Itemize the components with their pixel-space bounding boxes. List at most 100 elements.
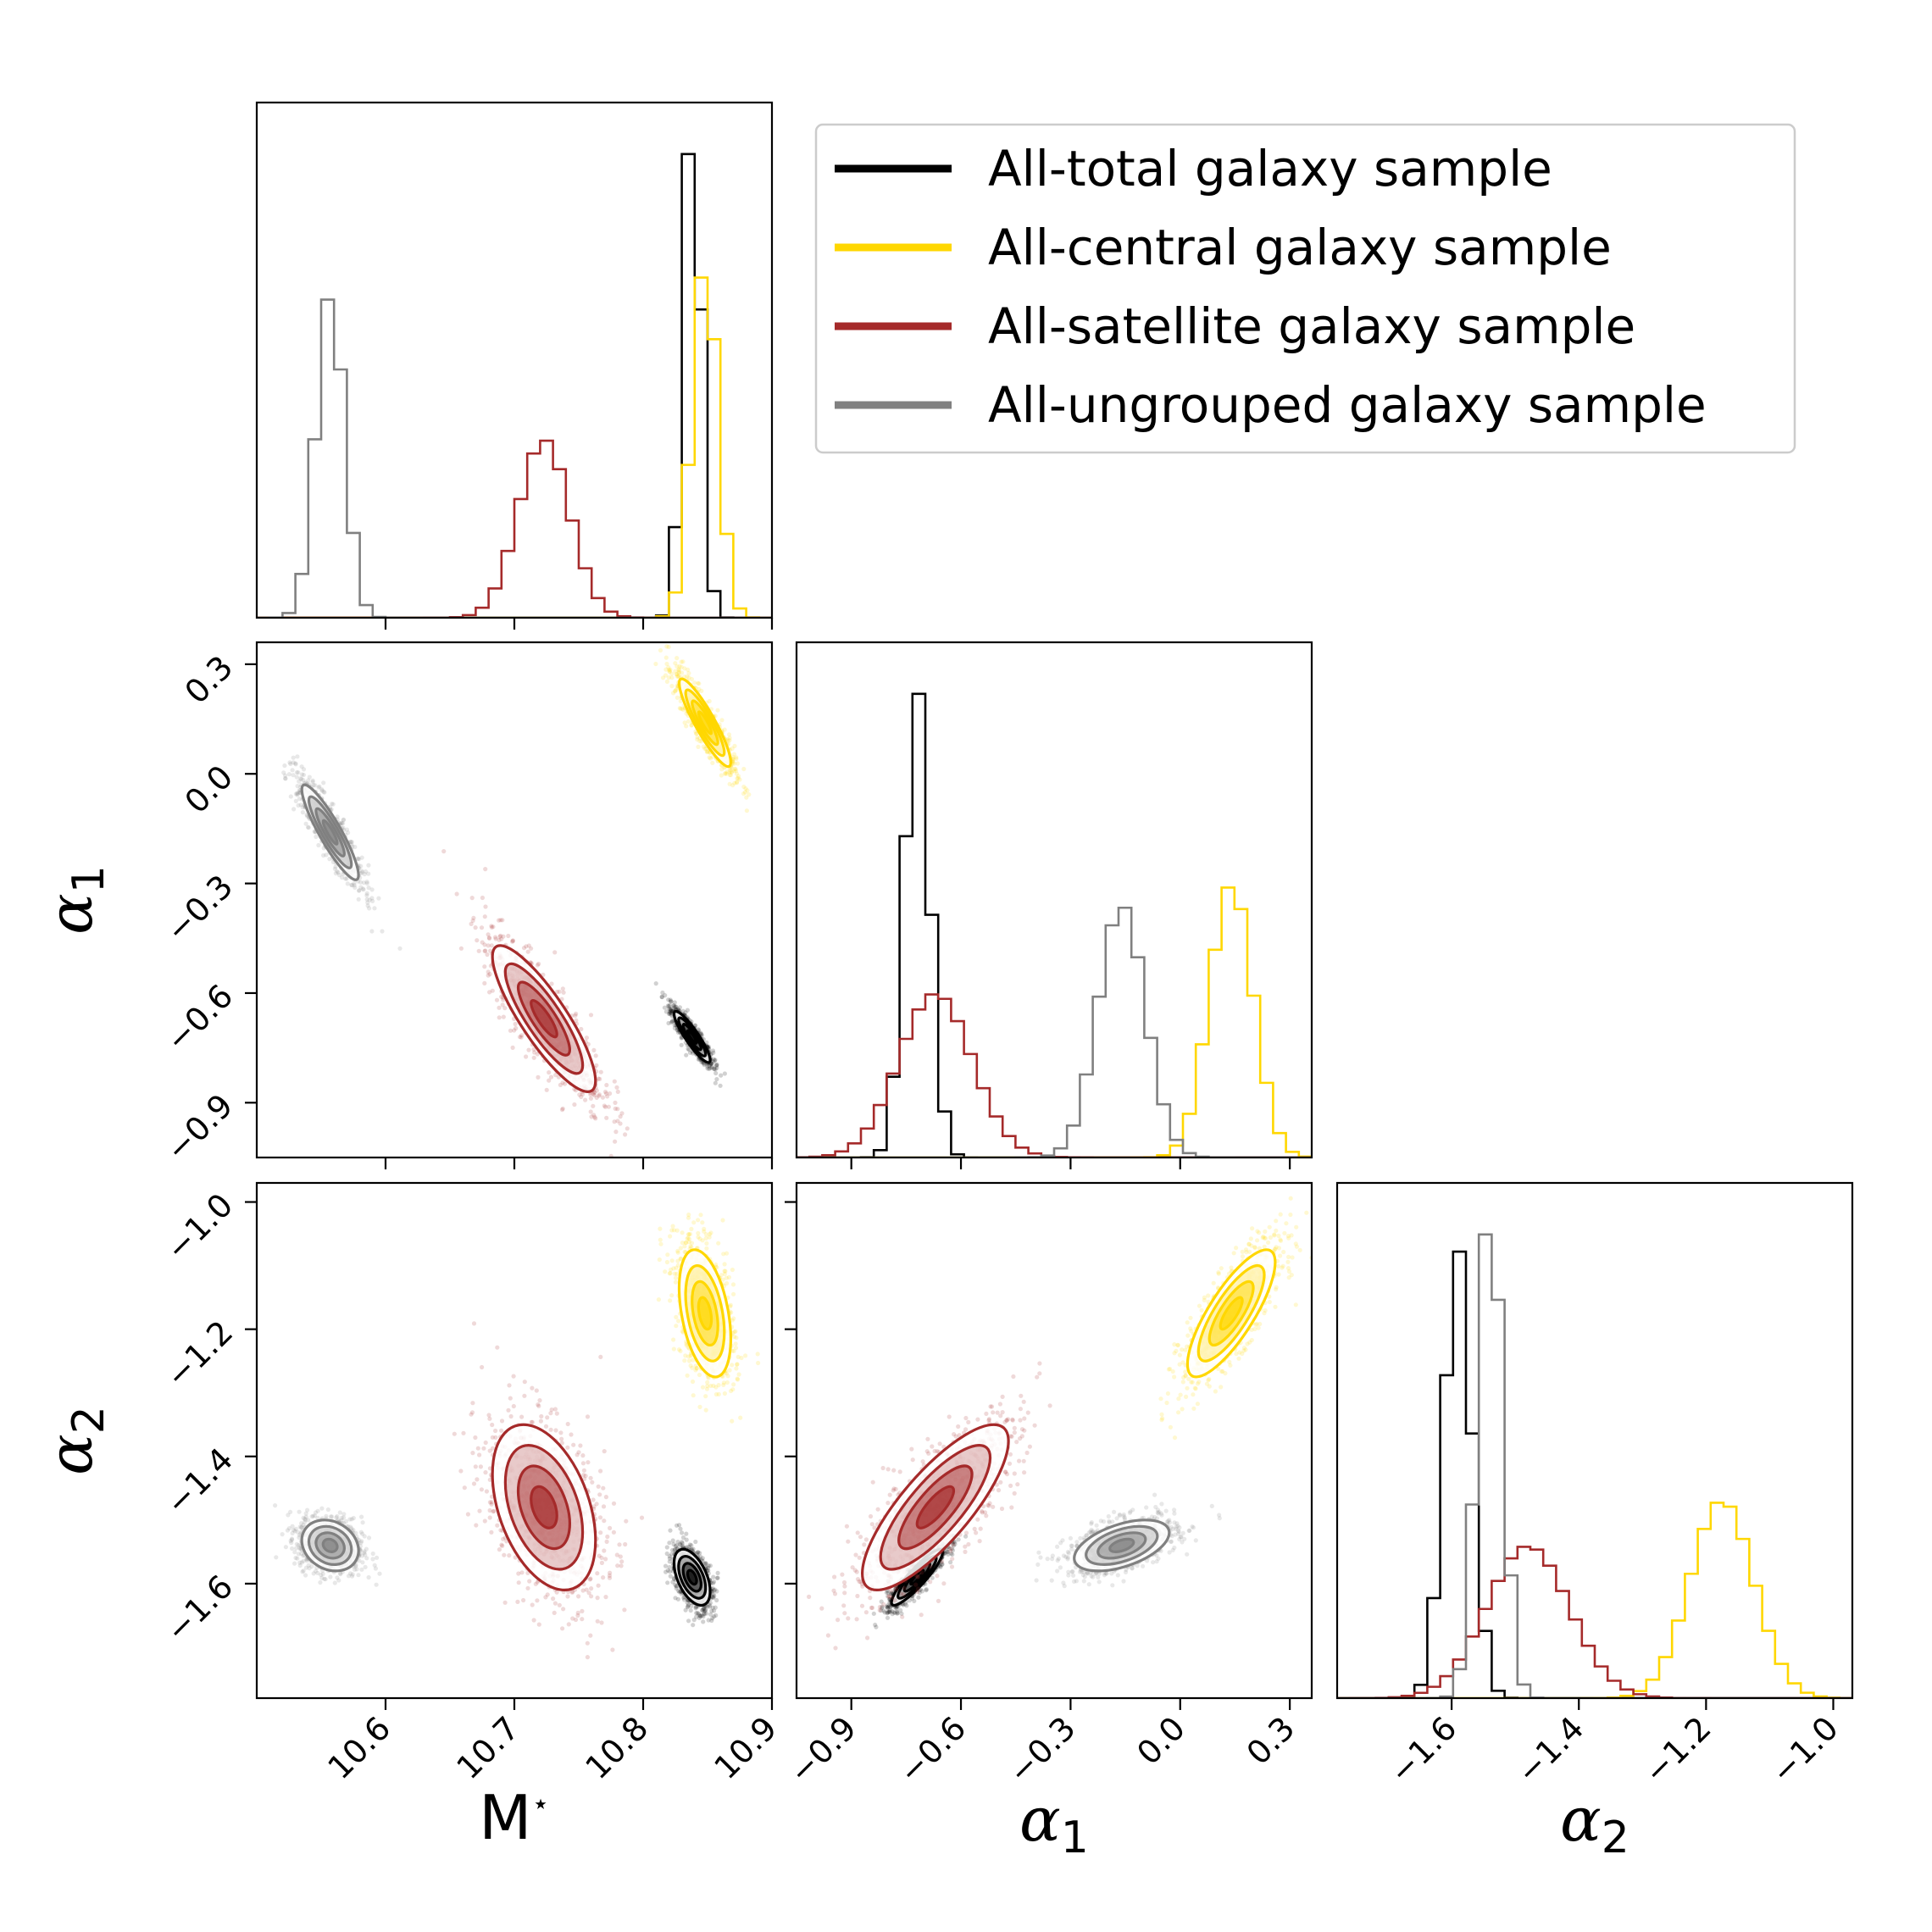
- scatter-point-series-1: [675, 672, 680, 677]
- scatter-point-series-0: [713, 1080, 718, 1085]
- scatter-point-series-0: [701, 1606, 706, 1611]
- scatter-point-series-0: [687, 1542, 693, 1547]
- scatter-point-series-0: [663, 1563, 669, 1568]
- scatter-point-series-1: [733, 769, 739, 774]
- scatter-point-series-2: [501, 997, 506, 1002]
- scatter-point-series-3: [290, 768, 295, 773]
- scatter-point-series-3: [321, 852, 326, 858]
- scatter-point-series-1: [756, 1360, 761, 1366]
- scatter-point-series-2: [613, 1139, 618, 1144]
- scatter-point-series-2: [594, 1088, 599, 1093]
- scatter-point-series-1: [678, 698, 683, 704]
- scatter-point-series-1: [704, 750, 710, 755]
- scatter-point-series-1: [675, 695, 680, 701]
- scatter-point-series-0: [676, 1588, 681, 1593]
- scatter-point-series-2: [513, 1021, 518, 1027]
- scatter-point-series-0: [712, 1067, 717, 1072]
- scatter-point-series-1: [730, 754, 736, 760]
- scatter-point-series-1: [734, 1335, 739, 1341]
- scatter-point-series-1: [747, 792, 752, 797]
- scatter-point-series-1: [741, 784, 747, 790]
- contour-level-3-series-1: [697, 710, 713, 736]
- scatter-point-series-1: [705, 749, 711, 754]
- scatter-point-series-3: [369, 929, 375, 934]
- scatter-point-series-1: [676, 667, 681, 672]
- scatter-point-series-2: [579, 1094, 584, 1099]
- scatter-point-series-0: [712, 1058, 718, 1063]
- scatter-point-series-2: [553, 1073, 558, 1078]
- scatter-point-series-1: [667, 669, 672, 674]
- scatter-point-series-3: [314, 834, 319, 840]
- scatter-point-series-2: [479, 925, 485, 930]
- scatter-point-series-2: [498, 918, 503, 923]
- scatter-point-series-1: [719, 767, 724, 772]
- scatter-point-series-2: [561, 990, 566, 995]
- scatter-point-series-0: [719, 1073, 724, 1078]
- scatter-point-series-2: [547, 1070, 552, 1075]
- scatter-point-series-1: [674, 687, 679, 692]
- scatter-point-series-3: [339, 820, 344, 825]
- scatter-point-series-2: [552, 950, 558, 955]
- scatter-point-series-1: [734, 780, 740, 785]
- scatter-point-series-2: [454, 891, 459, 897]
- scatter-point-series-2: [486, 969, 491, 974]
- scatter-point-series-0: [671, 1003, 676, 1008]
- scatter-point-series-1: [669, 675, 675, 680]
- scatter-point-series-1: [663, 667, 669, 672]
- scatter-point-series-0: [663, 1569, 669, 1574]
- scatter-point-series-1: [704, 748, 709, 754]
- scatter-point-series-3: [349, 882, 354, 887]
- scatter-point-series-0: [669, 1020, 675, 1025]
- scatter-point-series-3: [300, 810, 305, 815]
- scatter-point-series-1: [732, 761, 737, 766]
- scatter-point-series-2: [593, 1116, 598, 1121]
- scatter-point-series-1: [698, 1213, 703, 1218]
- scatter-point-series-1: [716, 1383, 721, 1388]
- scatter-point-series-0: [669, 1008, 675, 1013]
- scatter-point-series-1: [703, 747, 708, 752]
- scatter-point-series-0: [683, 1010, 688, 1015]
- scatter-point-series-1: [670, 1224, 675, 1229]
- scatter-point-series-0: [667, 1569, 673, 1574]
- scatter-point-series-1: [689, 723, 694, 728]
- scatter-point-series-0: [669, 1019, 675, 1024]
- scatter-point-series-0: [669, 1006, 675, 1011]
- scatter-point-series-1: [675, 674, 680, 679]
- scatter-point-series-2: [510, 1045, 515, 1050]
- scatter-point-series-3: [286, 772, 291, 777]
- x-tick-label-alpha2: −1.6: [1382, 1709, 1463, 1790]
- scatter-point-series-2: [596, 1076, 601, 1081]
- scatter-point-series-0: [713, 1058, 718, 1063]
- contour-level-3-series-0: [686, 1029, 698, 1045]
- scatter-point-series-1: [664, 661, 669, 667]
- scatter-point-series-1: [729, 770, 735, 775]
- scatter-point-series-0: [707, 1066, 712, 1072]
- scatter-point-series-1: [728, 773, 734, 778]
- scatter-point-series-2: [508, 1028, 514, 1033]
- scatter-point-series-0: [659, 994, 664, 999]
- scatter-point-series-2: [525, 949, 530, 954]
- scatter-point-series-0: [714, 1062, 719, 1067]
- scatter-point-series-1: [725, 737, 730, 742]
- scatter-point-series-1: [696, 680, 701, 686]
- scatter-point-series-2: [470, 918, 475, 924]
- scatter-point-series-0: [679, 1035, 684, 1041]
- scatter-point-series-2: [489, 943, 494, 948]
- scatter-point-series-0: [660, 990, 665, 996]
- scatter-point-series-2: [604, 1115, 609, 1120]
- scatter-point-series-3: [299, 764, 304, 769]
- scatter-point-series-2: [480, 895, 486, 901]
- scatter-point-series-0: [709, 1064, 714, 1069]
- scatter-point-series-0: [671, 1003, 677, 1008]
- scatter-point-series-2: [482, 914, 487, 919]
- scatter-point-series-2: [502, 1006, 508, 1011]
- scatter-point-series-1: [730, 1363, 735, 1368]
- scatter-point-series-1: [725, 738, 730, 744]
- scatter-point-series-1: [664, 1259, 670, 1265]
- scatter-point-series-0: [669, 999, 674, 1004]
- scatter-point-series-0: [688, 1607, 693, 1613]
- scatter-point-series-2: [547, 1078, 552, 1083]
- scatter-point-series-0: [663, 1009, 669, 1014]
- scatter-point-series-0: [680, 1008, 686, 1013]
- scatter-point-series-2: [506, 933, 511, 939]
